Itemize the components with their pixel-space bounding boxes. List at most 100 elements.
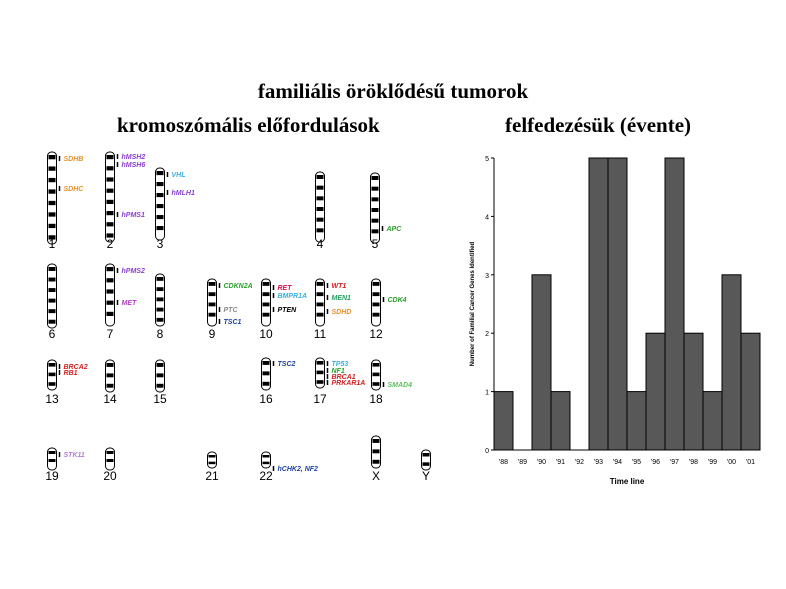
chromosome-7: 7 hPMS2 MET bbox=[105, 263, 145, 341]
chromosome-band bbox=[262, 312, 270, 317]
chromosome-band bbox=[316, 228, 324, 233]
chromosome-band bbox=[48, 212, 56, 217]
chromosome-band bbox=[106, 211, 114, 216]
chromosome-9: 9 CDKN2A PTC TSC1 bbox=[207, 278, 253, 341]
gene-label: MET bbox=[122, 300, 138, 307]
gene-label: hMSH6 bbox=[122, 162, 146, 169]
x-tick-label: '00 bbox=[727, 459, 736, 466]
chromosome-band bbox=[371, 197, 379, 202]
chromosome-band bbox=[106, 222, 114, 227]
chromosome-5: 5 APC bbox=[370, 172, 402, 251]
gene-label: TP53 bbox=[332, 361, 349, 368]
chromosome-band bbox=[372, 372, 380, 377]
chromosome-label: 10 bbox=[259, 327, 273, 341]
chromosome-band bbox=[156, 317, 164, 322]
gene-label: PTEN bbox=[278, 307, 298, 314]
page-title: familiális öröklődésű tumorok bbox=[257, 79, 529, 103]
gene-label: hPMS2 bbox=[122, 268, 145, 275]
bar-96 bbox=[645, 332, 666, 451]
gene-label: hPMS1 bbox=[122, 212, 145, 219]
chromosome-19: 19 STK11 bbox=[45, 447, 85, 483]
x-tick-label: '95 bbox=[632, 459, 641, 466]
chromosome-label: 22 bbox=[259, 469, 273, 483]
chromosome-band bbox=[372, 459, 380, 464]
gene-label: SMAD4 bbox=[388, 382, 413, 389]
bar-91 bbox=[550, 391, 571, 451]
chromosome-band bbox=[48, 235, 56, 240]
chromosome-band bbox=[156, 182, 164, 187]
chromosome-label: Y bbox=[422, 469, 430, 483]
chromosome-1: 1 SDHB SDHC bbox=[47, 151, 85, 251]
chromosome-label: 2 bbox=[107, 237, 114, 251]
gene-label: SDHB bbox=[64, 156, 84, 163]
chromosome-band bbox=[106, 155, 114, 160]
y-axis-label: Number of Familial Cancer Genes Identifi… bbox=[470, 241, 476, 366]
x-tick-label: '98 bbox=[689, 459, 698, 466]
chromosome-label: 7 bbox=[107, 327, 114, 341]
chromosome-band bbox=[262, 292, 270, 297]
x-tick-label: '99 bbox=[708, 459, 717, 466]
chromosome-8: 8 bbox=[155, 273, 165, 341]
chromosome-band bbox=[156, 204, 164, 209]
chromosome-label: 13 bbox=[45, 392, 59, 406]
chromosome-band bbox=[208, 461, 216, 465]
chromosome-band bbox=[372, 302, 380, 307]
gene-label: NF1 bbox=[332, 368, 345, 375]
x-tick-label: '93 bbox=[594, 459, 603, 466]
x-tick-label: '96 bbox=[651, 459, 660, 466]
chromosome-label: 21 bbox=[205, 469, 219, 483]
chromosome-band bbox=[48, 298, 56, 303]
chromosome-band bbox=[48, 288, 56, 293]
chromosome-band bbox=[48, 200, 56, 206]
bar-93 bbox=[588, 157, 609, 451]
y-tick-label: 1 bbox=[485, 390, 489, 397]
bar-97 bbox=[664, 157, 685, 451]
chromosome-14: 14 bbox=[103, 359, 117, 406]
chromosome-band bbox=[156, 171, 164, 176]
chromosome-band bbox=[316, 185, 324, 190]
x-tick-label: '94 bbox=[613, 459, 622, 466]
x-tick-label: '01 bbox=[746, 459, 755, 466]
gene-label: hCHK2, NF2 bbox=[278, 466, 319, 473]
chromosome-label: 9 bbox=[209, 327, 216, 341]
gene-label: RB1 bbox=[64, 370, 78, 377]
chromosome-band bbox=[316, 302, 324, 307]
chromosome-band bbox=[156, 215, 164, 220]
chromosome-band bbox=[106, 451, 114, 454]
chromosome-band bbox=[106, 459, 114, 462]
chromosome-band bbox=[316, 282, 324, 286]
gene-label: BMPR1A bbox=[278, 293, 308, 300]
chromosome-body bbox=[105, 263, 115, 327]
chromosome-label: 20 bbox=[103, 469, 117, 483]
chromosome-body bbox=[47, 263, 57, 329]
chromosome-label: 1 bbox=[49, 237, 56, 251]
chromosome-band bbox=[156, 193, 164, 198]
x-axis-label: Time line bbox=[610, 477, 645, 486]
gene-label: PRKAR1A bbox=[332, 380, 366, 387]
chromosome-label: 12 bbox=[369, 327, 383, 341]
chromosome-band bbox=[372, 363, 380, 367]
chromosome-body bbox=[47, 151, 57, 245]
chromosome-label: 14 bbox=[103, 392, 117, 406]
chromosome-6: 6 bbox=[47, 263, 57, 341]
gene-label: SDHC bbox=[64, 186, 85, 193]
chromosome-band bbox=[316, 217, 324, 222]
chromosome-label: 5 bbox=[372, 237, 379, 251]
bar-chart: 0 1 2 3 4 5 '88 '89 '90 '91 '92 '93 '94 '95 '96 '97 '98 '… bbox=[470, 156, 761, 486]
chromosome-band bbox=[371, 218, 379, 223]
chromosome-band bbox=[106, 278, 114, 283]
bar-98 bbox=[683, 332, 704, 451]
chromosome-band bbox=[156, 287, 164, 292]
chromosome-band bbox=[208, 292, 216, 297]
chromosome-band bbox=[106, 373, 114, 378]
chromosome-label: 16 bbox=[259, 392, 273, 406]
chromosome-band bbox=[106, 363, 114, 367]
chromosome-band bbox=[262, 282, 270, 286]
chromosome-label: 4 bbox=[317, 237, 324, 251]
gene-label: STK11 bbox=[64, 452, 85, 459]
chromosome-band bbox=[422, 462, 430, 466]
chromosome-y: Y bbox=[421, 449, 431, 483]
chromosome-16: 16 TSC2 bbox=[259, 357, 296, 406]
